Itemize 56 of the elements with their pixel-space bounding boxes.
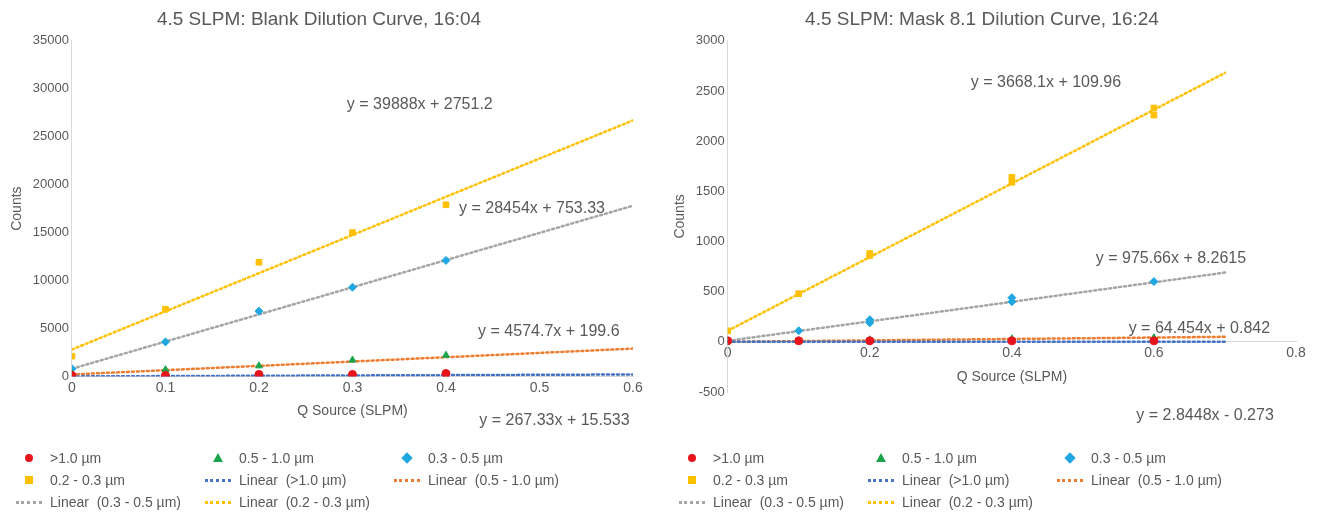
chart-title: 4.5 SLPM: Blank Dilution Curve, 16:04: [156, 7, 482, 29]
legend-label: 0.5 - 1.0 µm: [902, 450, 977, 466]
x-tick-label: 0.2: [249, 378, 269, 395]
y-tick-label: 25000: [32, 128, 69, 144]
legend-label: 0.5 - 1.0 µm: [239, 450, 314, 466]
y-tick-label: 10000: [32, 272, 69, 288]
x-tick-label: 0.8: [1286, 344, 1306, 361]
y-tick-label: 35000: [32, 32, 69, 48]
y-tick-label: 1500: [695, 182, 725, 198]
y-tick-label: 5000: [40, 320, 69, 336]
x-tick-label: 0.2: [860, 344, 880, 361]
legend-label: Linear (>1.0 µm): [902, 472, 1010, 488]
legend-label: Linear (0.3 - 0.5 µm): [713, 494, 845, 510]
x-tick-label: 0.1: [155, 378, 176, 395]
text: y = 2.8448x - 0.273: [1136, 406, 1274, 424]
x-tick-label: 0.5: [529, 378, 550, 395]
y-axis-title: Counts: [8, 186, 25, 231]
x-tick-label: 0.4: [436, 378, 456, 395]
y-tick-label: 2000: [695, 132, 725, 148]
y-axis-title: Counts: [671, 194, 688, 239]
text: y = 267.33x + 15.533: [479, 410, 630, 428]
x-tick-label: 0.4: [1002, 344, 1022, 361]
legend-label: >1.0 µm: [713, 450, 765, 466]
x-tick-label: 0.3: [342, 378, 363, 395]
legend-label: 0.2 - 0.3 µm: [713, 472, 788, 488]
legend-label: Linear (0.2 - 0.3 µm): [902, 494, 1034, 510]
chart-title: 4.5 SLPM: Mask 8.1 Dilution Curve, 16:24: [805, 7, 1160, 29]
annotation: y = 64.454x + 0.842: [1128, 319, 1271, 337]
legend-label: Linear (0.3 - 0.5 µm): [50, 494, 182, 510]
y-tick-label: 0: [61, 367, 69, 383]
legend-label: Linear (>1.0 µm): [239, 472, 347, 488]
y-tick-label: 1000: [695, 233, 725, 249]
legend-label: Linear (0.5 - 1.0 µm): [428, 472, 560, 488]
annotation: y = 4574.7x + 199.6: [478, 321, 620, 339]
legend-label: 0.3 - 0.5 µm: [1091, 450, 1167, 466]
legend-label: Linear (0.5 - 1.0 µm): [1091, 472, 1223, 488]
y-tick-label: 500: [703, 283, 725, 299]
legend-label: Linear (0.2 - 0.3 µm): [239, 494, 371, 510]
annotation: y = 975.66x + 8.2615: [1095, 248, 1247, 266]
annotation: y = 3668.1x + 109.96: [970, 73, 1122, 91]
x-tick-label: 0.6: [623, 378, 643, 395]
x-tick-label: 0.6: [1144, 344, 1164, 361]
y-tick-label: 30000: [32, 80, 69, 96]
legend-label: 0.3 - 0.5 µm: [428, 450, 504, 466]
y-tick-label: 15000: [32, 224, 69, 240]
x-axis-title: Q Source (SLPM): [956, 367, 1068, 384]
legend-label: 0.2 - 0.3 µm: [50, 472, 125, 488]
y-tick-label: 0: [717, 333, 725, 349]
annotation: y = 28454x + 753.33: [459, 199, 606, 217]
annotation: y = 39888x + 2751.2: [346, 94, 493, 112]
y-tick-label: 3000: [695, 32, 725, 48]
y-tick-label: 2500: [695, 82, 725, 98]
y-tick-label: 20000: [32, 176, 69, 192]
x-axis-title: Q Source (SLPM): [297, 402, 408, 419]
y-tick-label: -500: [698, 383, 725, 399]
legend-label: >1.0 µm: [50, 450, 102, 466]
